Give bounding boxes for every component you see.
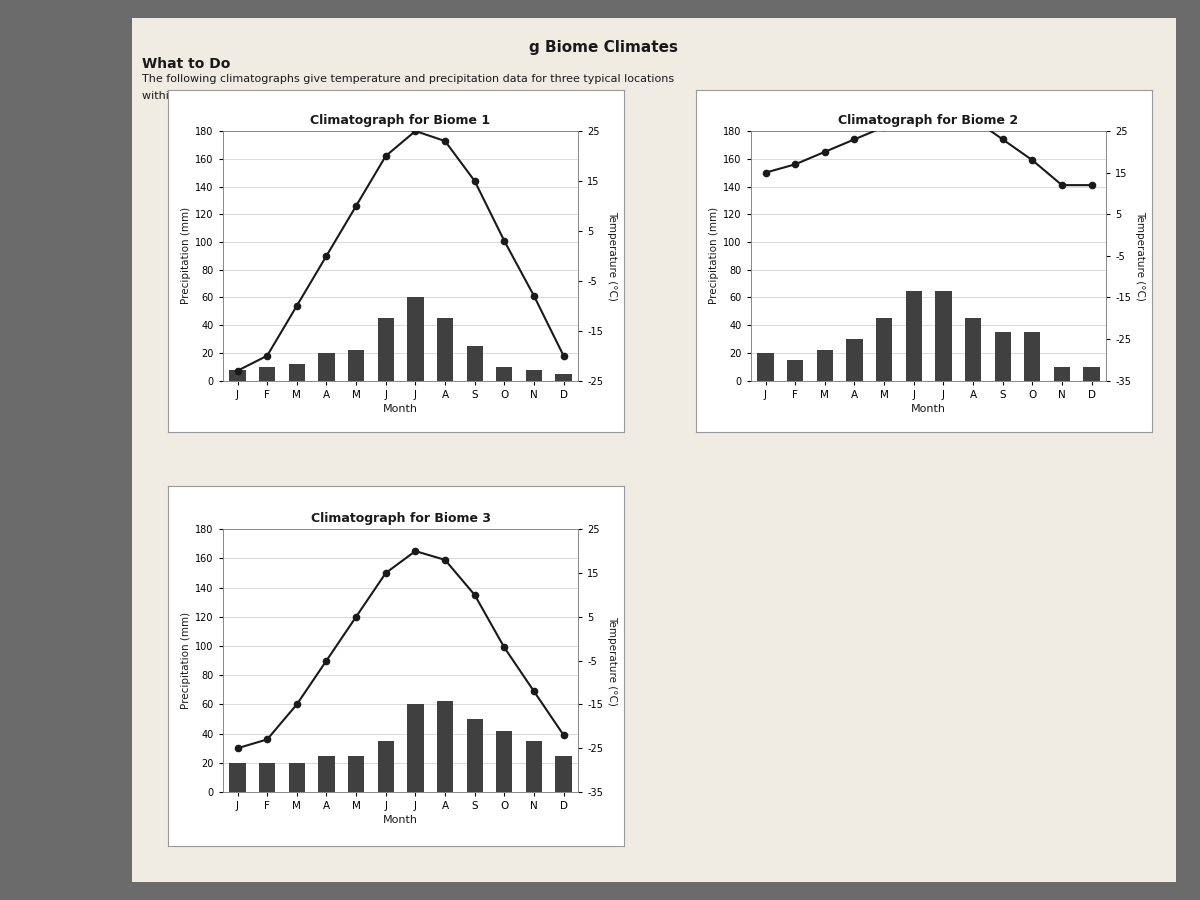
Bar [437, 319, 454, 381]
Bar [906, 291, 922, 381]
Bar [467, 346, 482, 381]
Y-axis label: Precipitation (mm): Precipitation (mm) [181, 612, 191, 709]
Bar [259, 763, 275, 792]
X-axis label: Month: Month [911, 404, 946, 414]
Y-axis label: Temperature (°C): Temperature (°C) [607, 211, 617, 301]
Bar [556, 755, 571, 792]
Bar [787, 360, 803, 381]
Bar [1084, 367, 1099, 381]
Bar [318, 755, 335, 792]
Bar [318, 353, 335, 381]
X-axis label: Month: Month [383, 404, 418, 414]
Bar [407, 705, 424, 792]
Bar [846, 339, 863, 381]
Bar [1024, 332, 1040, 381]
Bar [995, 332, 1010, 381]
Bar [289, 763, 305, 792]
Bar [817, 350, 833, 381]
Bar [526, 741, 542, 792]
Title: Climatograph for Biome 3: Climatograph for Biome 3 [311, 512, 491, 526]
Text: What to Do: What to Do [143, 57, 230, 71]
Title: Climatograph for Biome 2: Climatograph for Biome 2 [839, 114, 1019, 127]
Bar [496, 367, 512, 381]
Bar [259, 367, 275, 381]
Y-axis label: Precipitation (mm): Precipitation (mm) [709, 207, 719, 304]
Bar [556, 374, 571, 381]
Bar [1054, 367, 1070, 381]
Y-axis label: Temperature (°C): Temperature (°C) [607, 616, 617, 706]
Bar [526, 370, 542, 381]
Bar [348, 755, 365, 792]
Bar [378, 319, 394, 381]
Bar [965, 319, 982, 381]
Bar [467, 719, 482, 792]
Text: The following climatographs give temperature and precipitation data for three ty: The following climatographs give tempera… [143, 74, 674, 85]
Text: g Biome Climates: g Biome Climates [529, 40, 678, 55]
Bar [348, 350, 365, 381]
Bar [378, 741, 394, 792]
Y-axis label: Precipitation (mm): Precipitation (mm) [181, 207, 191, 304]
Text: within three biomes. Use the data from the climatographs to complete the questio: within three biomes. Use the data from t… [143, 92, 619, 102]
Bar [757, 353, 774, 381]
Title: Climatograph for Biome 1: Climatograph for Biome 1 [311, 114, 491, 127]
X-axis label: Month: Month [383, 815, 418, 825]
Bar [496, 731, 512, 792]
Bar [935, 291, 952, 381]
Bar [229, 370, 246, 381]
Bar [289, 364, 305, 381]
Bar [876, 319, 893, 381]
Bar [229, 763, 246, 792]
Bar [407, 298, 424, 381]
Y-axis label: Temperature (°C): Temperature (°C) [1135, 211, 1145, 301]
Bar [437, 701, 454, 792]
